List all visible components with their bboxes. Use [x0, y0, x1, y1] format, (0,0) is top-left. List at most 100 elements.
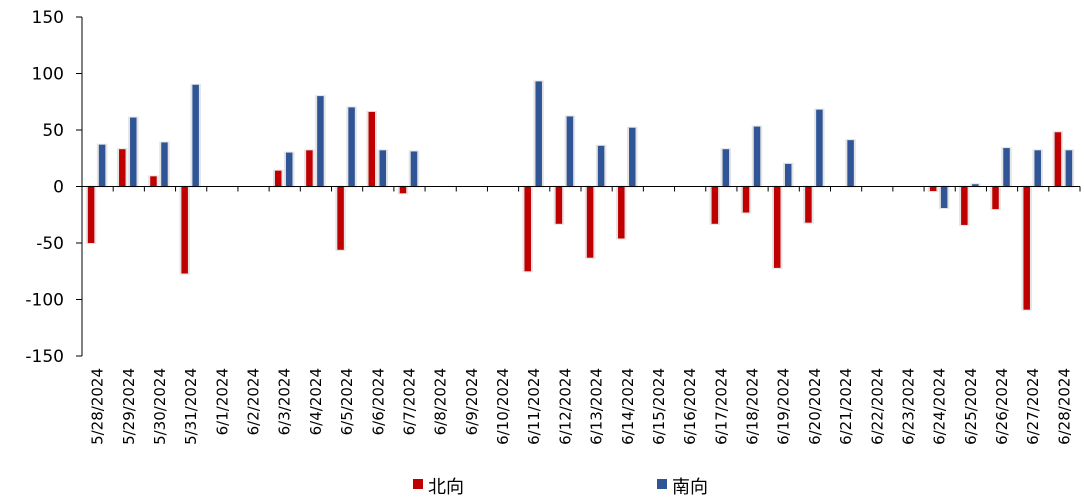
- bar-group: [927, 185, 939, 193]
- bar-northbound: [929, 186, 937, 192]
- bar-group: [304, 149, 315, 188]
- legend: 北向 南向: [413, 477, 708, 498]
- x-tick-label: 6/14/2024: [619, 368, 637, 445]
- x-tick-label: 6/28/2024: [1055, 368, 1073, 445]
- bar-southbound: [1065, 150, 1073, 187]
- x-tick-label: 5/29/2024: [120, 368, 138, 445]
- bar-group: [1052, 131, 1064, 188]
- x-tick-label: 6/2/2024: [245, 368, 263, 435]
- bar-group: [1001, 147, 1012, 188]
- bar-group: [771, 185, 783, 269]
- bar-group: [1032, 149, 1043, 188]
- bar-northbound: [555, 186, 563, 224]
- y-tick-label: 150: [32, 8, 64, 28]
- x-tick-label: 6/20/2024: [806, 368, 824, 445]
- bar-group: [315, 95, 326, 188]
- x-tick-label: 6/19/2024: [775, 368, 793, 445]
- bar-group: [117, 148, 128, 188]
- bar-southbound: [722, 149, 730, 187]
- bar-group: [85, 185, 97, 244]
- bar-southbound: [1003, 148, 1010, 187]
- bar-northbound: [1023, 186, 1030, 310]
- bar-group: [283, 151, 295, 188]
- bar-group: [845, 139, 856, 188]
- bar-group: [408, 150, 420, 188]
- bar-northbound: [150, 176, 157, 187]
- bar-northbound: [711, 186, 719, 224]
- bar-southbound: [1034, 150, 1041, 187]
- bar-group: [533, 80, 544, 188]
- bar-group: [377, 149, 389, 188]
- bar-group: [751, 125, 763, 188]
- y-tick-label: -50: [36, 234, 64, 254]
- bar-southbound: [192, 84, 199, 187]
- bar-southbound: [348, 107, 355, 187]
- x-tick-label: 6/1/2024: [213, 368, 231, 435]
- bar-northbound: [274, 170, 282, 187]
- y-axis: -150 -100 -50 0 50 100 150: [25, 8, 83, 367]
- x-tick-label: 5/30/2024: [151, 368, 169, 445]
- bar-group: [553, 185, 565, 225]
- x-tick-label: 6/8/2024: [432, 368, 450, 435]
- bar-group: [803, 185, 814, 224]
- bar-southbound: [940, 186, 948, 208]
- x-tick-label: 5/28/2024: [89, 368, 107, 445]
- bar-northbound: [337, 186, 344, 250]
- x-tick-label: 5/31/2024: [182, 368, 200, 445]
- bar-group: [128, 116, 139, 188]
- x-tick-label: 6/16/2024: [681, 368, 699, 445]
- x-tick-label: 6/13/2024: [588, 368, 606, 445]
- bar-group: [564, 115, 576, 188]
- bar-southbound: [753, 126, 761, 187]
- bar-southbound: [784, 163, 792, 187]
- bar-group: [720, 148, 732, 188]
- bar-group: [970, 183, 981, 188]
- bar-southbound: [972, 184, 979, 187]
- bar-group: [814, 108, 825, 188]
- bar-southbound: [566, 116, 574, 187]
- bar-northbound: [618, 186, 625, 239]
- bar-group: [335, 185, 346, 251]
- bar-southbound: [629, 127, 636, 187]
- bar-southbound: [285, 152, 293, 187]
- legend-swatch: [657, 479, 667, 489]
- bar-southbound: [816, 109, 823, 187]
- bar-group: [938, 185, 950, 209]
- legend-swatch: [413, 479, 423, 489]
- bar-group: [272, 169, 284, 188]
- bar-northbound: [1054, 132, 1062, 187]
- y-tick-label: 0: [53, 178, 64, 198]
- bar-group: [190, 83, 201, 188]
- x-tick-label: 6/9/2024: [463, 368, 481, 435]
- x-tick-label: 6/17/2024: [712, 368, 730, 445]
- bar-northbound: [773, 186, 781, 268]
- y-tick-label: 100: [32, 65, 64, 85]
- bar-southbound: [98, 144, 106, 187]
- bar-northbound: [87, 186, 95, 243]
- bar-southbound: [597, 145, 605, 187]
- bar-northbound: [524, 186, 531, 272]
- bar-group: [397, 185, 409, 195]
- bar-northbound: [586, 186, 594, 258]
- bar-group: [616, 185, 627, 240]
- bar-group: [148, 175, 159, 188]
- bar-group: [595, 144, 607, 188]
- x-tick-label: 6/6/2024: [369, 368, 387, 435]
- bar-southbound: [317, 96, 324, 187]
- bar-group: [1021, 185, 1032, 311]
- bar-southbound: [535, 81, 542, 187]
- legend-label: 南向: [672, 477, 708, 498]
- x-tick-label: 6/15/2024: [650, 368, 668, 445]
- x-tick-label: 6/22/2024: [868, 368, 886, 445]
- y-tick-label: -150: [25, 347, 64, 367]
- bar-northbound: [805, 186, 812, 223]
- bar-group: [740, 185, 752, 214]
- bar-group: [959, 185, 970, 226]
- bar-group: [159, 141, 170, 188]
- bar-northbound: [992, 186, 999, 210]
- bar-northbound: [742, 186, 750, 213]
- bar-northbound: [961, 186, 968, 225]
- x-tick-label: 6/26/2024: [993, 368, 1011, 445]
- bar-southbound: [161, 142, 168, 187]
